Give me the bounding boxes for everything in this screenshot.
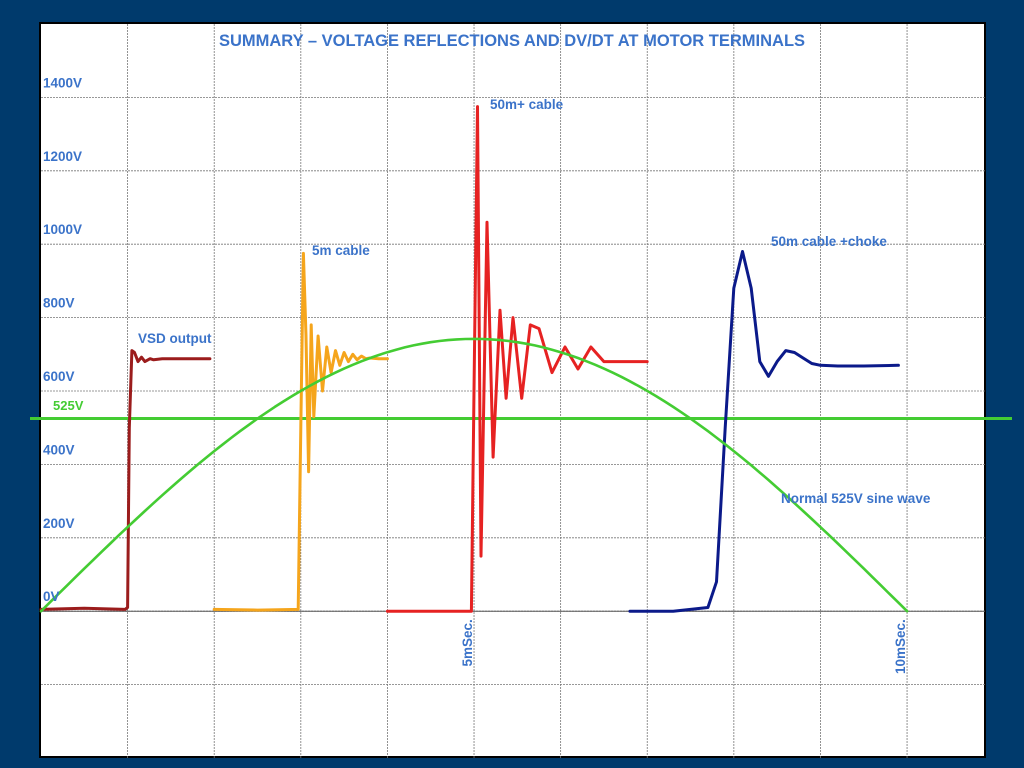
legend-label-sine-wave: Normal 525V sine wave [781, 491, 931, 506]
y-tick-label: 1200V [43, 149, 82, 164]
y-tick-label: 1000V [43, 222, 82, 237]
chart-title: SUMMARY – VOLTAGE REFLECTIONS AND DV/DT … [219, 32, 805, 50]
y-tick-label: 0V [43, 589, 60, 604]
chart-panel [39, 22, 986, 758]
legend-label-50m-cable: 50m+ cable [490, 97, 564, 112]
y-tick-label: 600V [43, 369, 75, 384]
y-tick-label: 800V [43, 296, 75, 311]
legend-label-5m-cable: 5m cable [312, 243, 370, 258]
series-line-vsd-output [39, 349, 212, 611]
series-line-normal-525v-sine-wave [39, 337, 909, 613]
x-tick-label: 10mSec. [893, 619, 908, 674]
y-tick-label: 1400V [43, 75, 82, 90]
series-line-50m-cable [385, 105, 649, 613]
y-tick-label: 200V [43, 516, 75, 531]
series-group [30, 105, 1012, 613]
ref-line-label: 525V [53, 398, 84, 413]
legend-label-vsd-output: VSD output [138, 331, 212, 346]
grid [41, 24, 985, 758]
y-tick-label: 400V [43, 442, 75, 457]
series-line-5m-cable [212, 251, 389, 612]
x-tick-label: 5mSec. [460, 619, 475, 666]
series-line-50m-cable-choke [628, 250, 900, 613]
legend-label-50m-cable-choke: 50m cable +choke [771, 234, 887, 249]
label-group: SUMMARY – VOLTAGE REFLECTIONS AND DV/DT … [43, 32, 931, 674]
